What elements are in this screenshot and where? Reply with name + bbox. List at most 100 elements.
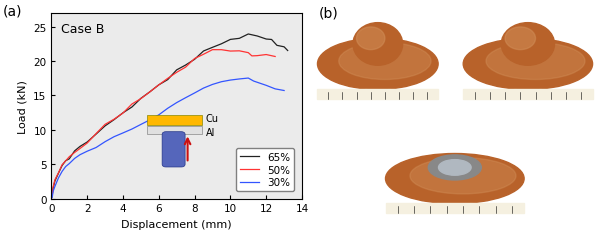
30% — [218, 81, 225, 84]
FancyBboxPatch shape — [147, 127, 202, 135]
50% — [209, 49, 216, 52]
65% — [209, 47, 216, 49]
50% — [191, 58, 198, 61]
50% — [76, 147, 83, 150]
Bar — [385, 203, 524, 213]
50% — [66, 156, 73, 158]
30% — [51, 185, 59, 188]
Ellipse shape — [410, 158, 516, 194]
30% — [146, 119, 153, 122]
65% — [218, 43, 225, 46]
Y-axis label: Load (kN): Load (kN) — [18, 79, 28, 133]
30% — [111, 136, 118, 139]
30% — [48, 197, 55, 200]
50% — [62, 160, 69, 163]
Bar — [463, 89, 593, 100]
Text: Cu: Cu — [205, 114, 219, 124]
50% — [155, 84, 162, 87]
30% — [55, 177, 62, 179]
30% — [92, 146, 100, 149]
Ellipse shape — [439, 160, 471, 176]
Ellipse shape — [486, 43, 585, 80]
30% — [263, 85, 270, 87]
30% — [173, 102, 180, 105]
30% — [66, 163, 73, 165]
30% — [182, 97, 189, 100]
Text: 65%: 65% — [318, 94, 343, 104]
X-axis label: Displacement (mm): Displacement (mm) — [121, 219, 232, 229]
Ellipse shape — [505, 28, 536, 50]
50% — [101, 123, 109, 126]
65% — [284, 50, 291, 53]
65% — [66, 158, 73, 161]
FancyBboxPatch shape — [147, 116, 202, 126]
30% — [280, 90, 288, 92]
65% — [59, 164, 66, 167]
65% — [245, 33, 252, 36]
50% — [182, 67, 189, 69]
Ellipse shape — [353, 24, 403, 66]
50% — [263, 54, 270, 57]
Text: (b): (b) — [319, 7, 338, 21]
Ellipse shape — [428, 155, 481, 180]
65% — [273, 45, 280, 48]
50% — [248, 55, 255, 58]
Legend: 65%, 50%, 30%: 65%, 50%, 30% — [236, 148, 294, 192]
30% — [76, 154, 83, 156]
65% — [280, 46, 288, 49]
65% — [268, 39, 275, 42]
30% — [164, 107, 172, 110]
65% — [101, 125, 109, 128]
Ellipse shape — [356, 28, 385, 50]
30% — [250, 80, 257, 83]
Ellipse shape — [318, 39, 438, 90]
30% — [272, 88, 279, 91]
50% — [48, 197, 55, 200]
30% — [191, 92, 198, 95]
50% — [51, 179, 59, 181]
Line: 30%: 30% — [51, 79, 284, 199]
65% — [128, 106, 135, 109]
65% — [120, 112, 127, 115]
65% — [83, 141, 91, 144]
65% — [200, 50, 207, 53]
50% — [218, 49, 225, 52]
30% — [71, 157, 79, 160]
Ellipse shape — [463, 39, 593, 90]
Ellipse shape — [501, 24, 554, 66]
65% — [92, 133, 100, 136]
50% — [128, 103, 135, 106]
Text: (a): (a) — [3, 5, 22, 18]
65% — [254, 35, 261, 38]
50% — [272, 56, 279, 59]
50% — [83, 142, 91, 145]
65% — [55, 172, 62, 175]
30% — [128, 128, 135, 131]
65% — [173, 69, 180, 72]
30% — [226, 79, 234, 82]
50% — [92, 133, 100, 135]
65% — [137, 97, 144, 100]
50% — [137, 98, 144, 100]
65% — [48, 197, 55, 200]
30% — [83, 150, 91, 153]
50% — [164, 78, 172, 80]
30% — [62, 165, 69, 168]
50% — [55, 172, 62, 174]
65% — [111, 119, 118, 122]
65% — [146, 91, 153, 94]
65% — [236, 38, 243, 41]
Text: Case B: Case B — [62, 23, 104, 36]
50% — [226, 50, 234, 53]
50% — [48, 194, 56, 197]
65% — [263, 38, 270, 41]
Line: 65%: 65% — [51, 35, 288, 199]
50% — [59, 164, 66, 167]
65% — [76, 145, 83, 148]
50% — [236, 50, 243, 53]
30% — [245, 77, 252, 80]
50% — [120, 112, 127, 115]
Text: 30%: 30% — [430, 213, 455, 223]
30% — [209, 84, 216, 86]
65% — [71, 150, 79, 153]
